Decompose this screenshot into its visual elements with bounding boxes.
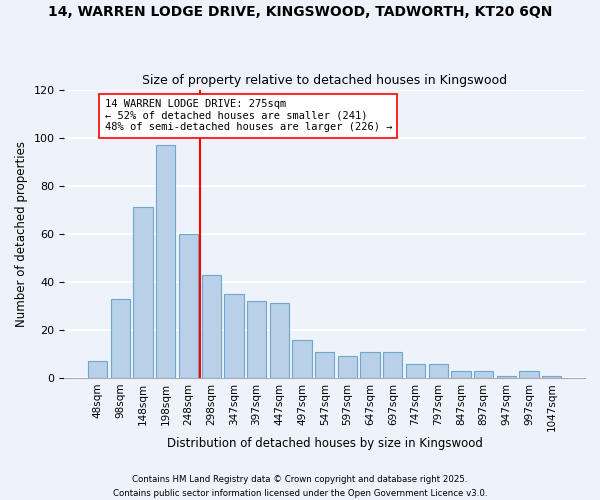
Bar (542, 376, 562, 378)
Bar (292, 340, 311, 378)
Y-axis label: Number of detached properties: Number of detached properties (15, 141, 28, 327)
Bar (497, 376, 516, 378)
Bar (111, 298, 130, 378)
Bar (156, 145, 175, 378)
Bar (338, 356, 357, 378)
Bar (247, 301, 266, 378)
Bar (520, 370, 539, 378)
X-axis label: Distribution of detached houses by size in Kingswood: Distribution of detached houses by size … (167, 437, 482, 450)
Text: Contains HM Land Registry data © Crown copyright and database right 2025.
Contai: Contains HM Land Registry data © Crown c… (113, 476, 487, 498)
Bar (383, 352, 403, 378)
Bar (88, 361, 107, 378)
Bar (133, 208, 153, 378)
Bar (202, 274, 221, 378)
Bar (315, 352, 334, 378)
Bar (451, 370, 470, 378)
Bar (179, 234, 198, 378)
Bar (269, 304, 289, 378)
Text: 14, WARREN LODGE DRIVE, KINGSWOOD, TADWORTH, KT20 6QN: 14, WARREN LODGE DRIVE, KINGSWOOD, TADWO… (48, 5, 552, 19)
Bar (474, 370, 493, 378)
Bar (361, 352, 380, 378)
Bar (406, 364, 425, 378)
Title: Size of property relative to detached houses in Kingswood: Size of property relative to detached ho… (142, 74, 507, 87)
Bar (224, 294, 244, 378)
Bar (428, 364, 448, 378)
Text: 14 WARREN LODGE DRIVE: 275sqm
← 52% of detached houses are smaller (241)
48% of : 14 WARREN LODGE DRIVE: 275sqm ← 52% of d… (104, 99, 392, 132)
